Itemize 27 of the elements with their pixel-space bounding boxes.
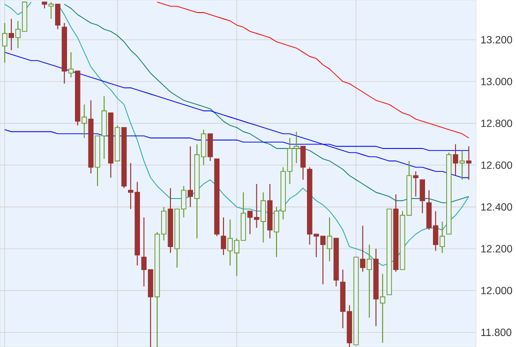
y-tick-label: 12.200	[481, 245, 512, 252]
y-tick-label: 12.800	[481, 120, 512, 128]
candlestick	[208, 133, 213, 162]
candlestick	[8, 18, 14, 51]
candlestick	[440, 221, 445, 254]
y-tick-label: 11.800	[481, 328, 512, 336]
candlestick	[366, 244, 372, 318]
y-tick-label: 13.000	[481, 78, 512, 86]
candlestick	[82, 104, 87, 138]
candlestick	[326, 216, 332, 262]
candlestick	[68, 52, 74, 78]
candlestick	[55, 4, 60, 30]
candlestick	[466, 146, 472, 180]
candlestick	[413, 170, 418, 197]
candlestick	[360, 225, 366, 272]
candlestick	[300, 146, 306, 180]
y-tick-label: 12.400	[481, 203, 512, 211]
candlestick	[460, 150, 465, 180]
candlestick	[380, 273, 386, 344]
y-tick-label: 12.000	[481, 286, 512, 294]
candlestick	[452, 144, 458, 176]
y-tick-label: 12.600	[481, 161, 512, 169]
candlestick	[420, 179, 426, 214]
candlestick	[220, 216, 226, 256]
y-tick-label: 13.200	[481, 36, 512, 44]
candlestick	[260, 192, 266, 243]
candlestick	[188, 146, 193, 208]
